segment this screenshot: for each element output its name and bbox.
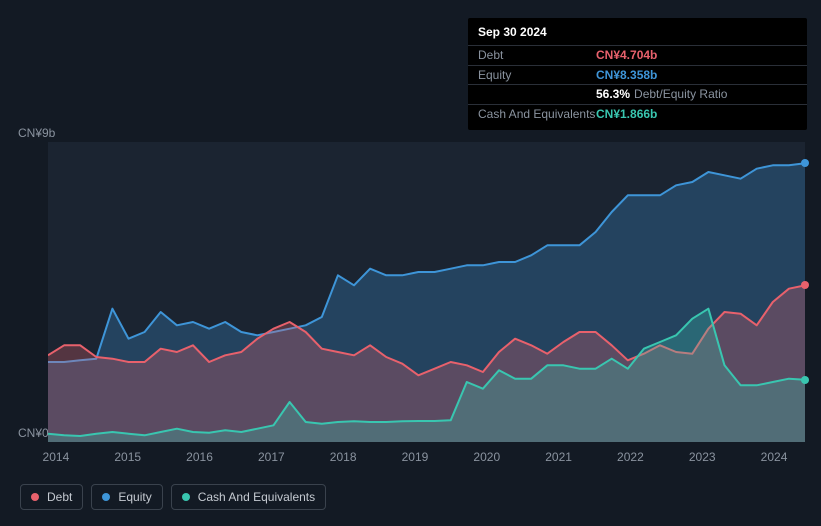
xaxis: 2014201520162017201820192020202120222023… [20, 450, 810, 464]
xaxis-tick-label: 2015 [92, 450, 164, 464]
legend-item-equity[interactable]: Equity [91, 484, 162, 510]
tooltip-row: EquityCN¥8.358b [468, 65, 807, 85]
tooltip-row: DebtCN¥4.704b [468, 45, 807, 65]
chart-legend: Debt Equity Cash And Equivalents [20, 484, 326, 510]
xaxis-tick-label: 2014 [20, 450, 92, 464]
series-end-dot-cash-and-equivalents [801, 376, 809, 384]
series-end-dot-debt [801, 281, 809, 289]
tooltip-row-value: 56.3%Debt/Equity Ratio [596, 86, 727, 103]
yaxis-min-label: CN¥0 [18, 426, 49, 440]
chart-svg [48, 142, 805, 442]
tooltip-row-label [478, 86, 596, 103]
legend-item-label: Debt [47, 490, 72, 504]
tooltip-row-value: CN¥8.358b [596, 67, 657, 84]
xaxis-tick-label: 2022 [595, 450, 667, 464]
xaxis-tick-label: 2019 [379, 450, 451, 464]
chart-tooltip: Sep 30 2024 DebtCN¥4.704bEquityCN¥8.358b… [468, 18, 807, 130]
tooltip-row: 56.3%Debt/Equity Ratio [468, 84, 807, 104]
legend-item-label: Equity [118, 490, 151, 504]
legend-dot-icon [182, 493, 190, 501]
yaxis-max-label: CN¥9b [18, 126, 55, 140]
chart-plot-area[interactable] [48, 142, 805, 442]
xaxis-tick-label: 2023 [666, 450, 738, 464]
legend-item-cash-and-equivalents[interactable]: Cash And Equivalents [171, 484, 326, 510]
tooltip-date: Sep 30 2024 [468, 24, 807, 45]
tooltip-row-label: Equity [478, 67, 596, 84]
xaxis-tick-label: 2016 [164, 450, 236, 464]
legend-dot-icon [102, 493, 110, 501]
tooltip-row: Cash And EquivalentsCN¥1.866b [468, 104, 807, 124]
legend-item-debt[interactable]: Debt [20, 484, 83, 510]
tooltip-row-label: Cash And Equivalents [478, 106, 596, 123]
tooltip-row-label: Debt [478, 47, 596, 64]
legend-item-label: Cash And Equivalents [198, 490, 315, 504]
tooltip-row-value: CN¥1.866b [596, 106, 657, 123]
tooltip-row-value: CN¥4.704b [596, 47, 657, 64]
series-end-dot-equity [801, 159, 809, 167]
legend-dot-icon [31, 493, 39, 501]
xaxis-tick-label: 2020 [451, 450, 523, 464]
xaxis-tick-label: 2018 [307, 450, 379, 464]
xaxis-tick-label: 2021 [523, 450, 595, 464]
xaxis-tick-label: 2017 [235, 450, 307, 464]
xaxis-tick-label: 2024 [738, 450, 810, 464]
